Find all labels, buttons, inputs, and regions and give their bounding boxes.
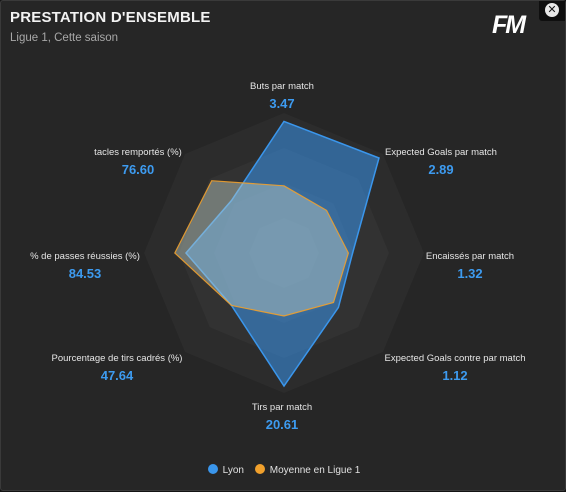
legend-label-average: Moyenne en Ligue 1 xyxy=(269,465,361,476)
legend-item-team[interactable]: Lyon xyxy=(207,464,244,476)
axis-label: % de passes réussies (%) xyxy=(30,251,140,262)
axis-label: Tirs par match xyxy=(251,402,313,413)
fm-logo: FM xyxy=(492,11,526,39)
axis-value: 1.12 xyxy=(442,368,468,383)
radar-series-average xyxy=(174,180,350,317)
axis-value: 3.47 xyxy=(269,96,295,111)
axis-label: tacles remportés (%) xyxy=(94,147,182,158)
axis-value: 2.89 xyxy=(428,162,454,177)
axis-value: 47.64 xyxy=(100,368,134,383)
radar-series-team xyxy=(185,120,380,388)
chart-legend: Lyon Moyenne en Ligue 1 xyxy=(1,464,566,476)
page-title: PRESTATION D'ENSEMBLE xyxy=(10,9,211,26)
radar-series xyxy=(174,120,380,388)
axis-label: Buts par match xyxy=(250,81,314,92)
axis-value: 1.32 xyxy=(457,266,483,281)
page-subtitle: Ligue 1, Cette saison xyxy=(10,32,119,44)
legend-dot-team xyxy=(207,464,218,474)
close-button[interactable]: ✕ xyxy=(539,1,565,21)
legend-dot-average xyxy=(254,464,265,474)
axis-label: Encaissés par match xyxy=(425,251,515,262)
legend-item-average[interactable]: Moyenne en Ligue 1 xyxy=(254,464,361,476)
axis-value: 84.53 xyxy=(68,266,102,281)
axis-label: Expected Goals contre par match xyxy=(384,353,526,364)
axis-value: 76.60 xyxy=(121,162,155,177)
axis-label: Expected Goals par match xyxy=(385,147,497,158)
close-icon: ✕ xyxy=(545,3,559,17)
axis-label: Pourcentage de tirs cadrés (%) xyxy=(51,353,183,364)
axis-value: 20.61 xyxy=(265,417,299,432)
legend-label-team: Lyon xyxy=(222,465,244,476)
